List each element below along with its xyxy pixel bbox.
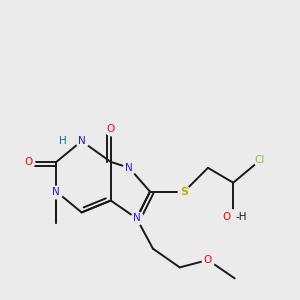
Text: N: N (125, 163, 133, 173)
Text: N: N (78, 136, 86, 146)
Text: -H: -H (236, 212, 247, 222)
Text: O: O (223, 212, 231, 222)
Text: S: S (180, 187, 188, 196)
Text: Cl: Cl (255, 155, 265, 165)
Text: H: H (59, 136, 67, 146)
Text: O: O (24, 157, 32, 167)
Text: O: O (106, 124, 115, 134)
Text: O: O (204, 255, 212, 265)
Text: N: N (133, 213, 140, 224)
Text: N: N (52, 187, 60, 196)
